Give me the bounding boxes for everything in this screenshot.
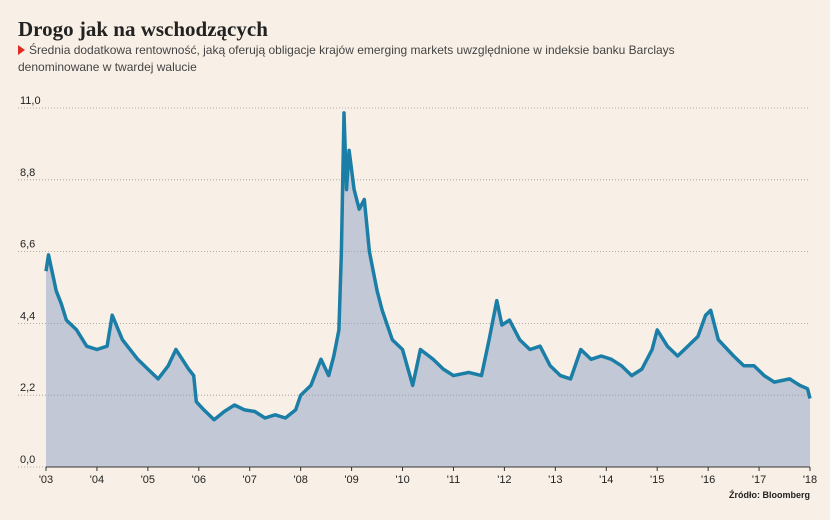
chart-title: Drogo jak na wschodzących bbox=[18, 17, 268, 41]
x-tick-label: '18 bbox=[803, 474, 817, 486]
line bbox=[44, 111, 812, 422]
x-tick-label: '10 bbox=[395, 474, 409, 486]
subtitle: Średnia dodatkowa rentowność, jaką oferu… bbox=[29, 42, 675, 57]
x-tick-label: '12 bbox=[497, 474, 511, 486]
x-tick-label: '05 bbox=[141, 474, 155, 486]
x-tick-label: '15 bbox=[650, 474, 664, 486]
y-tick-label: 11,0 bbox=[20, 95, 41, 107]
x-tick-label: '11 bbox=[447, 474, 461, 486]
area bbox=[46, 112, 810, 468]
y-tick-label: 2,2 bbox=[20, 382, 35, 394]
y-tick-label: 4,4 bbox=[20, 310, 35, 322]
subtitle: denominowane w twardej walucie bbox=[18, 60, 197, 74]
x-tick-label: '14 bbox=[599, 474, 613, 486]
y-tick-label: 6,6 bbox=[20, 239, 35, 251]
bullet bbox=[18, 45, 25, 55]
x-tick-label: '09 bbox=[344, 474, 358, 486]
x-tick-label: '06 bbox=[192, 474, 206, 486]
x-tick-label: '08 bbox=[293, 474, 307, 486]
x-tick-label: '17 bbox=[752, 474, 766, 486]
source: Źródło: Bloomberg bbox=[729, 490, 810, 500]
y-tick-label: 8,8 bbox=[20, 167, 35, 179]
x-tick-label: '03 bbox=[39, 474, 53, 486]
x-tick-label: '16 bbox=[701, 474, 715, 486]
x-tick-label: '04 bbox=[90, 474, 104, 486]
x-tick-label: '13 bbox=[548, 474, 562, 486]
x-tick-label: '07 bbox=[243, 474, 257, 486]
y-tick-label: 0,0 bbox=[20, 454, 35, 466]
